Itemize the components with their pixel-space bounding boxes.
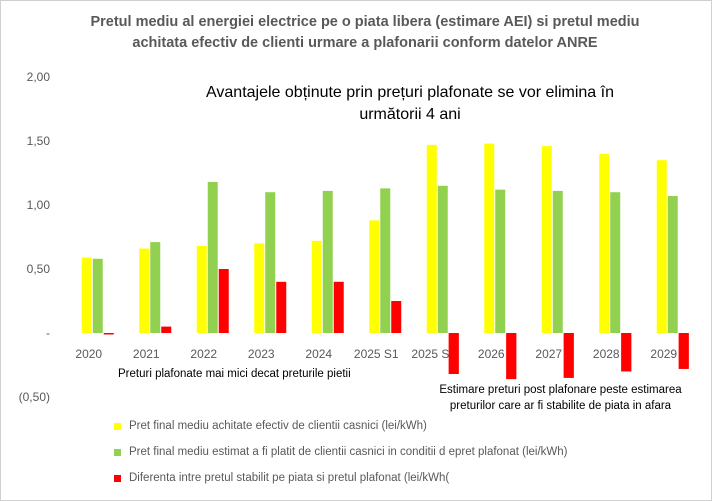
bar-series-1-2026 bbox=[484, 143, 495, 333]
legend-label-green: Pret final mediu estimat a fi platit de … bbox=[129, 446, 568, 458]
legend-swatch-yellow bbox=[114, 422, 121, 430]
bar-series-2-2025-S1 bbox=[380, 188, 391, 333]
x-tick-label: 2020 bbox=[75, 347, 102, 361]
y-tick-label: 1,00 bbox=[27, 198, 51, 212]
x-tick-label: 2028 bbox=[593, 347, 620, 361]
bar-series-1-2029 bbox=[656, 160, 667, 333]
legend-swatch-green bbox=[114, 448, 121, 456]
bar-series-3-2020 bbox=[103, 333, 114, 335]
bar-series-3-2024 bbox=[333, 281, 344, 333]
bar-series-1-2028 bbox=[599, 153, 610, 333]
bar-series-2-2023 bbox=[265, 192, 276, 333]
x-tick-label: 2029 bbox=[650, 347, 677, 361]
bar-series-1-2023 bbox=[254, 243, 265, 333]
x-tick-label: 2026 bbox=[478, 347, 505, 361]
bar-series-1-2020 bbox=[81, 257, 92, 333]
bar-series-3-2021 bbox=[161, 326, 172, 333]
legend-item-green: Pret final mediu estimat a fi platit de … bbox=[114, 446, 567, 458]
bar-series-1-2022 bbox=[196, 245, 207, 333]
bar-overlay-negative-2028 bbox=[621, 333, 632, 372]
bar-series-1-2021 bbox=[139, 248, 150, 333]
bar-series-2-2022 bbox=[207, 181, 218, 333]
x-tick-label: 2025 S2 bbox=[411, 347, 456, 361]
bar-overlay-negative-2027 bbox=[563, 333, 574, 378]
chart-title-line-2: achitata efectiv de clienti urmare a pla… bbox=[132, 35, 598, 51]
bar-series-2-2028 bbox=[610, 192, 621, 333]
legend-item-red: Diferenta intre pretul stabilit pe piata… bbox=[114, 472, 449, 484]
bar-series-2-2020 bbox=[92, 258, 103, 333]
y-tick-label: 2,00 bbox=[27, 70, 51, 84]
bar-series-1-2024 bbox=[311, 240, 322, 333]
annotation-left: Preturi plafonate mai mici decat preturi… bbox=[118, 368, 351, 380]
x-tick-label: 2023 bbox=[248, 347, 275, 361]
bar-series-2-2026 bbox=[495, 189, 506, 333]
bar-series-1-2025-S1 bbox=[369, 220, 380, 333]
y-tick-label: (0,50) bbox=[19, 390, 50, 404]
annotation-right: Estimare preturi post plafonare peste es… bbox=[413, 382, 708, 414]
legend-label-yellow: Pret final mediu achitate efectiv de cli… bbox=[129, 420, 427, 432]
x-tick-label: 2025 S1 bbox=[354, 347, 399, 361]
bar-series-2-2025-S2 bbox=[437, 185, 448, 333]
bar-series-3-2025-S1 bbox=[391, 301, 402, 333]
bar-overlay-negative-2026 bbox=[506, 333, 517, 380]
legend-label-red: Diferenta intre pretul stabilit pe piata… bbox=[129, 472, 450, 484]
annotation-main: Avantajele obținute prin prețuri plafona… bbox=[206, 84, 614, 123]
bar-series-1-2027 bbox=[541, 146, 552, 333]
annotation-right-line-1: Estimare preturi post plafonare peste es… bbox=[439, 384, 682, 396]
bar-series-2-2021 bbox=[150, 242, 161, 333]
bar-series-2-2024 bbox=[322, 190, 333, 333]
x-tick-label: 2024 bbox=[305, 347, 332, 361]
bar-overlay-negative-2025-S2 bbox=[448, 333, 459, 374]
x-tick-label: 2022 bbox=[190, 347, 217, 361]
legend-item-yellow: Pret final mediu achitate efectiv de cli… bbox=[114, 420, 427, 432]
bar-series-2-2027 bbox=[552, 190, 563, 333]
bar-series-1-2025-S2 bbox=[426, 144, 437, 333]
legend-swatch-red bbox=[114, 474, 121, 482]
annotation-right-line-2: preturilor care ar fi stabilite de piata… bbox=[449, 400, 672, 412]
y-tick-label: 0,50 bbox=[27, 262, 51, 276]
x-tick-label: 2027 bbox=[535, 347, 562, 361]
chart-title-line-1: Pretul mediu al energiei electrice pe o … bbox=[90, 14, 640, 30]
bar-overlay-negative-2029 bbox=[678, 333, 689, 369]
y-tick-label: 1,50 bbox=[27, 134, 51, 148]
bar-series-3-2022 bbox=[218, 269, 229, 333]
x-tick-label: 2021 bbox=[133, 347, 160, 361]
bar-series-3-2023 bbox=[276, 281, 287, 333]
chart-title: Pretul mediu al energiei electrice pe o … bbox=[40, 12, 690, 54]
y-tick-label: - bbox=[46, 326, 50, 340]
bar-series-2-2029 bbox=[667, 196, 678, 333]
